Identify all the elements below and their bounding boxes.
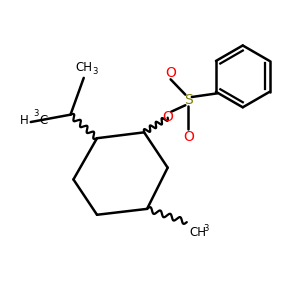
Text: CH: CH	[189, 226, 206, 239]
Text: CH: CH	[76, 61, 93, 74]
Text: 3: 3	[204, 224, 209, 232]
Text: C: C	[39, 114, 47, 127]
Text: 3: 3	[92, 67, 98, 76]
Text: O: O	[183, 130, 194, 144]
Text: O: O	[162, 110, 173, 124]
Text: 3: 3	[33, 109, 39, 118]
Text: S: S	[184, 93, 193, 107]
Text: H: H	[20, 114, 28, 127]
Text: O: O	[165, 66, 176, 80]
